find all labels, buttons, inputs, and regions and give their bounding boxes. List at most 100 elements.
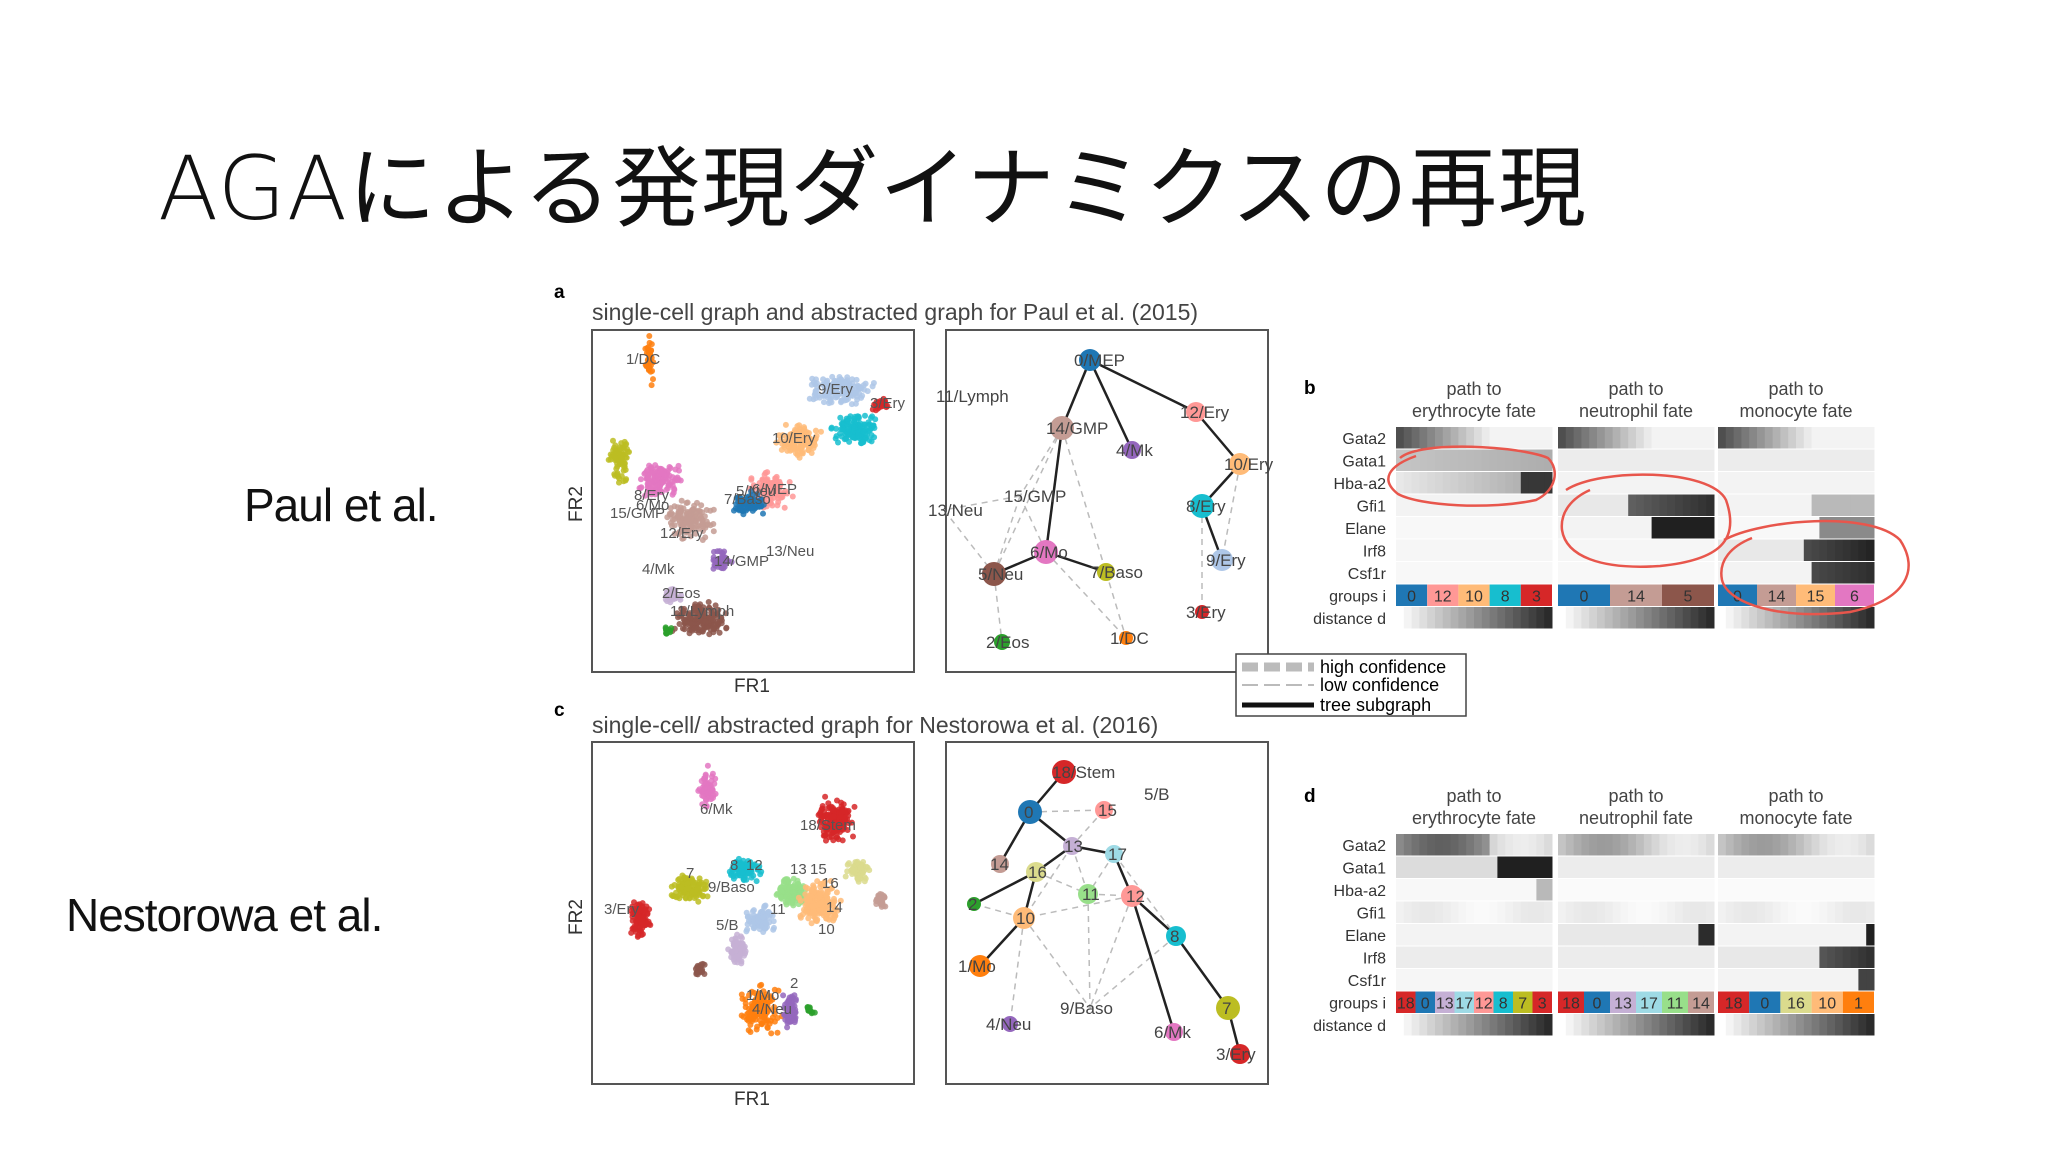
heatmap-cell	[1858, 472, 1867, 494]
scatter-point	[676, 467, 682, 474]
heatmap-cell	[1604, 607, 1614, 629]
group-cell-label: 0	[1593, 996, 1602, 1013]
heatmap-cell	[1581, 607, 1590, 629]
heatmap-cell	[1458, 472, 1467, 494]
heatmap-cell	[1597, 607, 1606, 629]
heatmap-cell	[1749, 901, 1758, 923]
heatmap-cell	[1850, 834, 1859, 856]
scatter-point	[808, 381, 815, 388]
scatter-point	[814, 878, 821, 885]
heatmap-cell	[1536, 539, 1545, 561]
heatmap-cell	[1474, 856, 1483, 878]
heatmap-cell	[1796, 1014, 1805, 1036]
scatter-point	[738, 505, 745, 512]
scatter-point	[638, 932, 645, 938]
scatter-point	[645, 918, 652, 925]
scatter-point	[830, 807, 837, 814]
scatter-point	[610, 437, 616, 444]
heatmap-column-header: path to	[1768, 379, 1823, 399]
heatmap-cell	[1403, 946, 1413, 968]
heatmap-cell	[1620, 539, 1629, 561]
heatmap-cell	[1520, 969, 1530, 991]
scatter-point	[821, 390, 828, 397]
heatmap-cell	[1544, 901, 1553, 923]
heatmap-cell	[1718, 901, 1727, 923]
heatmap-cell	[1589, 607, 1598, 629]
panel-c-letter: c	[554, 700, 565, 721]
heatmap-cell	[1659, 969, 1668, 991]
heatmap-cell	[1690, 494, 1699, 516]
scatter-point	[846, 431, 853, 437]
scatter-label: 9/Baso	[708, 879, 755, 896]
heatmap-cell	[1497, 901, 1506, 923]
heatmap-cell	[1466, 607, 1475, 629]
heatmap-cell	[1858, 494, 1867, 516]
heatmap-cell	[1651, 856, 1660, 878]
heatmap-cell	[1811, 449, 1820, 471]
heatmap-cell	[1725, 562, 1735, 584]
heatmap-cell	[1403, 517, 1413, 539]
heatmap-cell	[1497, 562, 1506, 584]
heatmap-cell	[1850, 539, 1859, 561]
scatter-point	[738, 1012, 745, 1019]
heatmap-row-label: Gata2	[1342, 838, 1386, 855]
heatmap-cell	[1788, 834, 1797, 856]
scatter-point	[646, 339, 653, 346]
scatter-point	[761, 903, 768, 909]
scatter-label: 11	[770, 901, 786, 918]
scatter-point	[863, 431, 870, 438]
heatmap-cell	[1489, 946, 1498, 968]
heatmap-cell	[1604, 901, 1614, 923]
heatmap-cell	[1780, 879, 1789, 901]
heatmap-cell	[1396, 834, 1405, 856]
heatmap-cell	[1528, 427, 1537, 449]
heatmap-cell	[1458, 517, 1467, 539]
heatmap-cell	[1659, 901, 1668, 923]
heatmap-cell	[1581, 879, 1590, 901]
heatmap-cell	[1757, 449, 1766, 471]
heatmap-cell	[1442, 969, 1452, 991]
group-cell-label: 10	[1818, 996, 1836, 1013]
heatmap-cell	[1772, 969, 1781, 991]
heatmap-cell	[1764, 494, 1774, 516]
heatmap-cell	[1558, 879, 1567, 901]
heatmap-cell	[1474, 472, 1483, 494]
group-cell-label: 11	[1667, 996, 1684, 1013]
scatter-point	[790, 902, 797, 909]
heatmap-cell	[1589, 427, 1598, 449]
scatter-point	[842, 873, 849, 880]
scatter-point	[780, 491, 787, 498]
heatmap-cell	[1757, 946, 1766, 968]
heatmap-cell	[1651, 607, 1660, 629]
heatmap-cell	[1581, 969, 1590, 991]
group-cell-label: 1	[1854, 996, 1863, 1013]
heatmap-cell	[1558, 539, 1567, 561]
heatmap-cell	[1474, 1014, 1483, 1036]
scatter-point	[648, 469, 655, 476]
heatmap-cell	[1636, 494, 1645, 516]
scatter-point	[661, 471, 668, 478]
heatmap-cell	[1772, 924, 1781, 946]
heatmap-cell	[1612, 834, 1621, 856]
heatmap-cell	[1466, 562, 1475, 584]
scatter-label: 11/Lymph	[670, 603, 734, 620]
heatmap-cell	[1528, 834, 1537, 856]
scatter-point	[679, 625, 686, 632]
scatter-point	[810, 884, 817, 891]
scatter-point	[764, 1024, 771, 1031]
heatmap-cell	[1643, 607, 1653, 629]
panel-a-xlabel: FR1	[734, 676, 770, 697]
heatmap-cell	[1513, 946, 1522, 968]
heatmap-cell	[1565, 856, 1575, 878]
heatmap-cell	[1474, 427, 1483, 449]
heatmap-cell	[1858, 517, 1867, 539]
heatmap-cell	[1706, 856, 1715, 878]
heatmap-cell	[1544, 607, 1553, 629]
heatmap-column-header: path to	[1608, 379, 1663, 399]
heatmap-cell	[1827, 946, 1836, 968]
heatmap-cell	[1636, 539, 1645, 561]
heatmap-cell	[1772, 449, 1781, 471]
scatter-label: 15/GMP	[610, 505, 665, 522]
heatmap-cell	[1427, 924, 1436, 946]
scatter-point	[750, 482, 757, 489]
